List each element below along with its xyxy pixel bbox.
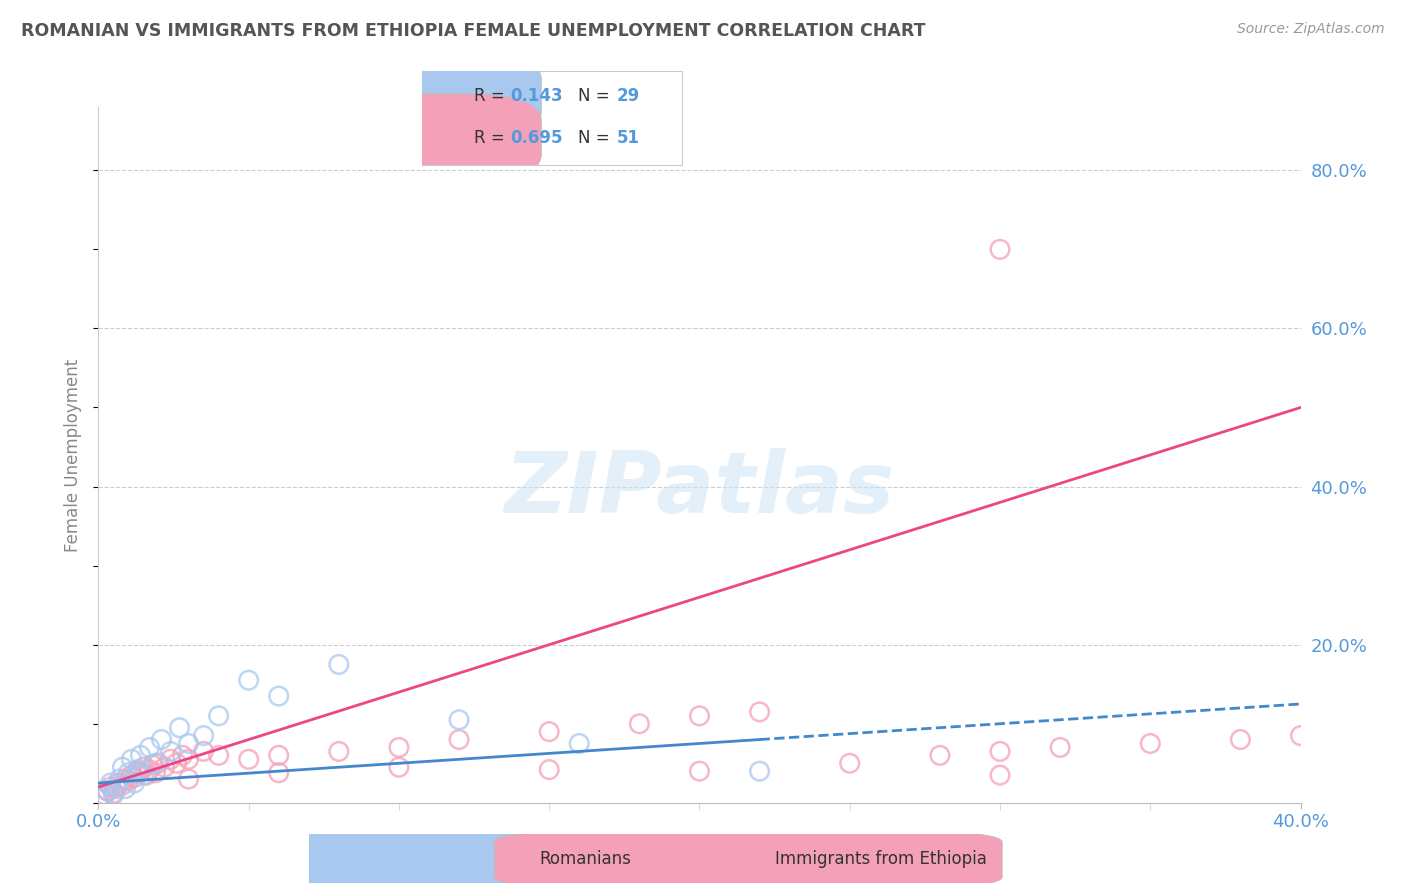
Point — [87, 792, 110, 806]
Point — [689, 764, 711, 779]
FancyBboxPatch shape — [495, 827, 1002, 892]
Point — [103, 788, 125, 802]
Text: N =: N = — [578, 87, 609, 104]
Point — [87, 792, 110, 806]
Point — [1049, 740, 1071, 755]
Point — [748, 705, 770, 719]
Point — [111, 760, 134, 774]
Point — [193, 744, 215, 758]
Point — [1139, 737, 1161, 751]
Point — [447, 713, 470, 727]
Point — [538, 724, 561, 739]
Point — [105, 781, 128, 796]
Point — [132, 760, 155, 774]
Point — [127, 763, 149, 777]
Point — [177, 752, 200, 766]
Point — [114, 772, 136, 786]
Point — [103, 786, 125, 800]
Point — [238, 752, 260, 766]
Text: Source: ZipAtlas.com: Source: ZipAtlas.com — [1237, 22, 1385, 37]
Point — [108, 772, 131, 786]
Text: N =: N = — [578, 128, 609, 147]
Point — [838, 756, 860, 771]
Point — [988, 744, 1011, 758]
Point — [1229, 732, 1251, 747]
Point — [90, 789, 112, 804]
Point — [388, 740, 411, 755]
Point — [177, 737, 200, 751]
Point — [135, 768, 157, 782]
Point — [117, 773, 139, 788]
Point — [124, 771, 146, 785]
Point — [150, 732, 173, 747]
Y-axis label: Female Unemployment: Female Unemployment — [65, 359, 83, 551]
Point — [159, 744, 181, 758]
Point — [267, 748, 290, 763]
Point — [538, 763, 561, 777]
Text: 29: 29 — [617, 87, 640, 104]
Point — [145, 756, 167, 771]
Text: ROMANIAN VS IMMIGRANTS FROM ETHIOPIA FEMALE UNEMPLOYMENT CORRELATION CHART: ROMANIAN VS IMMIGRANTS FROM ETHIOPIA FEM… — [21, 22, 925, 40]
Point — [689, 708, 711, 723]
Text: ZIPatlas: ZIPatlas — [505, 448, 894, 532]
Point — [988, 768, 1011, 782]
Point — [117, 765, 139, 780]
Point — [96, 784, 118, 798]
Point — [100, 776, 122, 790]
Point — [169, 721, 191, 735]
Point — [141, 757, 163, 772]
Point — [138, 740, 160, 755]
Point — [127, 764, 149, 779]
Point — [208, 748, 231, 763]
Point — [267, 689, 290, 703]
Point — [628, 716, 651, 731]
Point — [129, 765, 152, 780]
Point — [96, 784, 118, 798]
Point — [568, 737, 591, 751]
FancyBboxPatch shape — [352, 94, 541, 182]
Point — [988, 243, 1011, 257]
FancyBboxPatch shape — [422, 71, 682, 165]
Text: 0.143: 0.143 — [510, 87, 562, 104]
Point — [105, 780, 128, 794]
Point — [148, 756, 170, 771]
Point — [121, 752, 143, 766]
Point — [108, 776, 131, 790]
Point — [172, 748, 194, 763]
Point — [93, 788, 115, 802]
Point — [145, 765, 167, 780]
Point — [193, 729, 215, 743]
Point — [114, 781, 136, 796]
Point — [238, 673, 260, 688]
Point — [129, 748, 152, 763]
Text: Immigrants from Ethiopia: Immigrants from Ethiopia — [776, 849, 987, 868]
Point — [267, 765, 290, 780]
Text: R =: R = — [474, 128, 505, 147]
Point — [153, 760, 176, 774]
Point — [929, 748, 952, 763]
Text: 0.695: 0.695 — [510, 128, 562, 147]
Point — [166, 756, 188, 771]
FancyBboxPatch shape — [259, 827, 766, 892]
Point — [208, 708, 231, 723]
Point — [100, 780, 122, 794]
Point — [111, 778, 134, 792]
FancyBboxPatch shape — [352, 52, 541, 140]
Text: R =: R = — [474, 87, 505, 104]
Text: 51: 51 — [617, 128, 640, 147]
Text: Romanians: Romanians — [540, 849, 631, 868]
Point — [132, 768, 155, 782]
Point — [1289, 729, 1312, 743]
Point — [138, 763, 160, 777]
Point — [447, 732, 470, 747]
Point — [121, 768, 143, 782]
Point — [177, 772, 200, 786]
Point — [328, 744, 350, 758]
Point — [748, 764, 770, 779]
Point — [93, 789, 115, 804]
Point — [388, 760, 411, 774]
Point — [328, 657, 350, 672]
Point — [124, 776, 146, 790]
Point — [159, 752, 181, 766]
